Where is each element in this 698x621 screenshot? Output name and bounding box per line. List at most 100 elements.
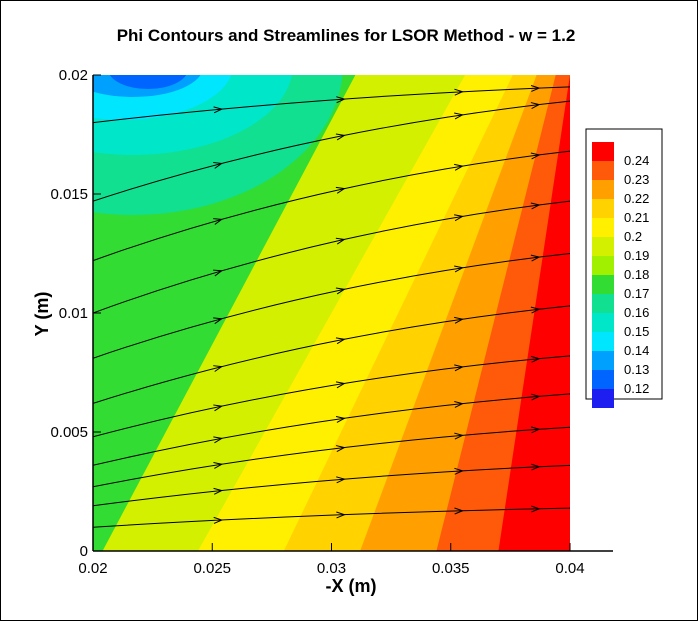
chart-title: Phi Contours and Streamlines for LSOR Me… [117,26,576,45]
legend-label: 0.18 [624,267,649,282]
streamline-arrow [213,317,224,325]
legend-swatch [592,389,614,408]
legend-label: 0.23 [624,172,649,187]
legend-label: 0.19 [624,248,649,263]
streamline [93,305,570,404]
y-tick-label: 0.005 [50,424,88,441]
legend-label: 0.12 [624,381,649,396]
legend-label: 0.2 [624,229,642,244]
contour-band [109,75,187,89]
streamline-arrow [454,432,464,440]
x-axis-label: -X (m) [326,576,377,596]
legend-swatch [592,142,614,161]
streamline-arrow [454,467,464,475]
streamline-arrow [213,365,224,372]
streamline-arrow [213,269,224,277]
legend-label: 0.22 [624,191,649,206]
legend-swatch [592,275,614,294]
axes: 0.02 0.025 0.03 0.035 0.04 0 0.005 0.01 0.015 0.0… [50,67,613,577]
streamline-arrow [530,102,541,109]
x-tick-label: 0.03 [317,560,346,577]
legend-swatch [592,180,614,199]
streamline-arrow [213,106,224,114]
x-tick-label: 0.04 [555,560,584,577]
streamline-arrow [213,462,224,469]
contour-fill-layer [93,75,570,551]
x-tick-label: 0.02 [78,560,107,577]
streamline-arrow [213,436,224,444]
streamline-arrow [335,337,346,345]
legend-label: 0.24 [624,153,649,168]
streamline-arrow [454,364,464,372]
legend-swatch [592,370,614,389]
streamline-arrow [454,507,464,515]
streamline-arrow [530,202,541,210]
streamline-arrow [213,404,224,412]
streamline-arrow [213,162,224,169]
streamline-arrow [335,133,346,141]
streamline-arrow [530,355,541,363]
legend-label: 0.16 [624,305,649,320]
streamline [93,150,570,262]
streamline-arrow [454,88,464,96]
streamline-layer [93,84,570,528]
streamline-arrow [530,84,541,92]
streamline-arrow [454,401,464,408]
streamline [93,100,570,202]
y-tick-label: 0.015 [50,186,88,203]
streamline [93,200,570,314]
contour-legend: 0.24 0.23 0.22 0.21 0.2 0.19 0.18 0.17 0.16 0.15 0… [585,128,663,408]
streamline-arrow [336,511,346,519]
streamline-arrow [454,214,464,222]
streamline [93,464,570,507]
streamline-arrow [213,516,224,524]
legend-swatch [592,237,614,256]
streamline-arrow [530,393,541,401]
streamline-arrow [213,218,224,225]
legend-swatch [592,218,614,237]
streamline-arrow [335,287,346,295]
streamline-arrow [530,505,541,513]
streamline [93,253,570,359]
y-axis-label: Y (m) [32,292,52,337]
legend-swatch [592,351,614,370]
legend-swatch [592,199,614,218]
streamline-arrow [335,445,346,452]
streamline-arrow [454,316,464,324]
x-tick-label: 0.035 [432,560,470,577]
streamline-arrow [530,463,541,471]
legend-label: 0.14 [624,343,649,358]
legend-label: 0.13 [624,362,649,377]
streamline-arrow [335,416,346,423]
y-tick-label: 0.02 [59,67,88,84]
contour-band [498,75,570,551]
streamline-arrow [454,112,464,120]
legend-swatch [592,313,614,332]
x-tick-label: 0.025 [193,560,231,577]
streamline-arrow [336,96,346,104]
legend-label: 0.15 [624,324,649,339]
y-tick-label: 0 [80,543,88,560]
streamline-arrow [335,237,346,245]
streamline-arrow [335,186,346,194]
streamline-arrow [454,265,464,273]
y-tick-label: 0.01 [59,305,88,322]
streamline-arrow [530,152,541,160]
streamline-arrow [454,163,464,171]
streamline [93,355,570,438]
legend-label: 0.21 [624,210,649,225]
streamline-arrow [530,426,541,434]
streamline [93,426,570,488]
streamline-arrow [213,487,224,495]
legend-swatch [592,332,614,351]
streamline-arrow [530,254,541,262]
legend-label: 0.17 [624,286,649,301]
streamline-arrow [530,306,541,314]
streamline-arrow [336,476,346,484]
streamline [93,507,570,528]
legend-swatch [592,161,614,180]
streamline [93,393,570,466]
legend-swatch [592,256,614,275]
